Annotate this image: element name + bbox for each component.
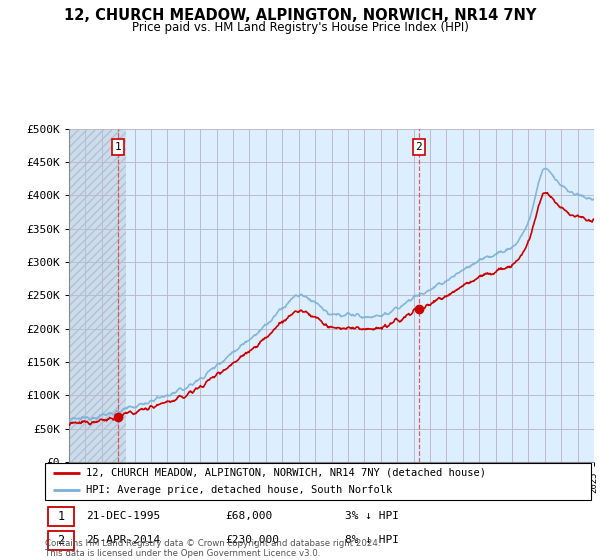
Text: 2: 2 — [57, 534, 64, 547]
Text: £230,000: £230,000 — [225, 535, 279, 545]
Text: 12, CHURCH MEADOW, ALPINGTON, NORWICH, NR14 7NY: 12, CHURCH MEADOW, ALPINGTON, NORWICH, N… — [64, 8, 536, 24]
Text: 25-APR-2014: 25-APR-2014 — [86, 535, 160, 545]
Text: 3% ↓ HPI: 3% ↓ HPI — [346, 511, 400, 521]
Text: Price paid vs. HM Land Registry's House Price Index (HPI): Price paid vs. HM Land Registry's House … — [131, 21, 469, 34]
Text: 12, CHURCH MEADOW, ALPINGTON, NORWICH, NR14 7NY (detached house): 12, CHURCH MEADOW, ALPINGTON, NORWICH, N… — [86, 468, 486, 478]
Text: Contains HM Land Registry data © Crown copyright and database right 2024.
This d: Contains HM Land Registry data © Crown c… — [45, 539, 380, 558]
FancyBboxPatch shape — [45, 463, 591, 500]
Text: 1: 1 — [115, 142, 121, 152]
Text: 21-DEC-1995: 21-DEC-1995 — [86, 511, 160, 521]
FancyBboxPatch shape — [48, 531, 74, 550]
Text: £68,000: £68,000 — [225, 511, 272, 521]
Text: 1: 1 — [57, 510, 64, 523]
Text: 2: 2 — [415, 142, 422, 152]
Text: HPI: Average price, detached house, South Norfolk: HPI: Average price, detached house, Sout… — [86, 485, 392, 494]
FancyBboxPatch shape — [48, 507, 74, 526]
Bar — [69, 129, 127, 462]
Text: 8% ↓ HPI: 8% ↓ HPI — [346, 535, 400, 545]
